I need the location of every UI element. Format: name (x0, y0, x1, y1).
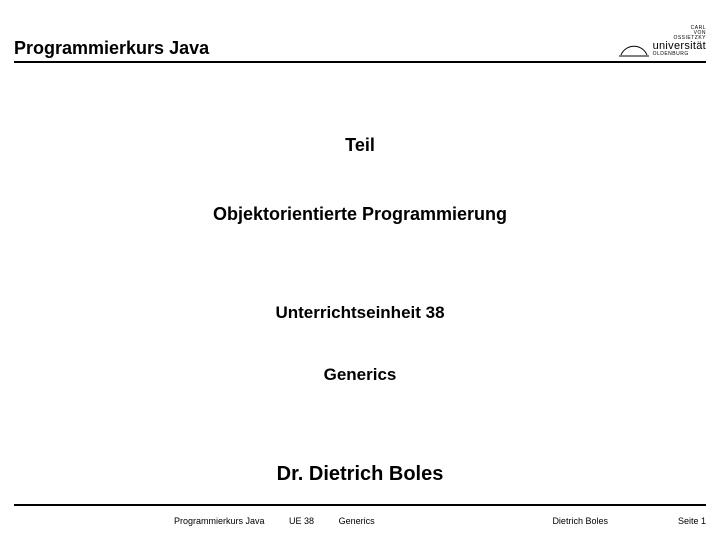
footer-left: Programmierkurs Java UE 38 Generics (174, 516, 397, 526)
slide-footer: Programmierkurs Java UE 38 Generics Diet… (14, 516, 706, 526)
slide-content: Teil Objektorientierte Programmierung Un… (0, 100, 720, 486)
footer-course: Programmierkurs Java (174, 516, 265, 526)
author-name: Dr. Dietrich Boles (0, 463, 720, 486)
logo-text: CARL VON OSSIETZKY universität OLDENBURG (653, 26, 706, 57)
slide-header: Programmierkurs Java CARL VON OSSIETZKY … (14, 26, 706, 63)
university-logo: CARL VON OSSIETZKY universität OLDENBURG (619, 26, 706, 59)
logo-city: OLDENBURG (653, 52, 706, 57)
part-label: Teil (0, 135, 720, 156)
footer-ue: UE 38 (289, 516, 314, 526)
footer-page: Seite 1 (678, 516, 706, 526)
unit-label: Unterrichtseinheit 38 (0, 303, 720, 323)
footer-right: Dietrich Boles Seite 1 (552, 516, 706, 526)
footer-author: Dietrich Boles (552, 516, 608, 526)
footer-rule (14, 504, 706, 506)
logo-arc-icon (619, 39, 649, 57)
footer-topic: Generics (339, 516, 375, 526)
course-title: Programmierkurs Java (14, 38, 209, 59)
topic-title: Generics (0, 365, 720, 385)
part-title: Objektorientierte Programmierung (0, 204, 720, 225)
